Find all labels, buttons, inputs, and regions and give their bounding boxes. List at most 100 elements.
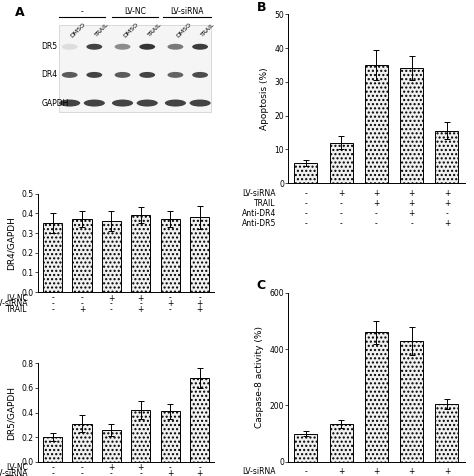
Text: TRAIL: TRAIL	[6, 475, 27, 476]
Ellipse shape	[190, 99, 210, 107]
Text: +: +	[338, 189, 344, 198]
Bar	[329, 143, 353, 183]
Text: -: -	[51, 463, 54, 472]
Bar	[400, 69, 423, 183]
Bar	[436, 131, 458, 183]
Text: +: +	[409, 189, 415, 198]
Text: -: -	[81, 8, 83, 17]
Text: +: +	[79, 305, 85, 314]
Text: +: +	[167, 299, 173, 308]
Text: DMSO: DMSO	[123, 21, 140, 39]
Text: -: -	[51, 469, 54, 476]
Bar	[161, 411, 180, 462]
Text: Anti-DR5: Anti-DR5	[242, 219, 276, 228]
Text: -: -	[169, 463, 172, 472]
Ellipse shape	[192, 44, 208, 50]
Bar	[329, 424, 353, 462]
Ellipse shape	[115, 44, 130, 50]
Text: +: +	[409, 199, 415, 208]
Text: -: -	[304, 467, 307, 476]
Text: -: -	[169, 294, 172, 303]
Text: -: -	[139, 299, 142, 308]
Bar	[102, 221, 121, 292]
Text: TRAIL: TRAIL	[6, 305, 27, 314]
Text: -: -	[304, 219, 307, 228]
Text: -: -	[304, 209, 307, 218]
Text: -: -	[51, 299, 54, 308]
Text: -: -	[304, 189, 307, 198]
Text: +: +	[373, 199, 380, 208]
Text: -: -	[198, 463, 201, 472]
Bar	[73, 219, 91, 292]
Ellipse shape	[115, 72, 130, 78]
Text: +: +	[373, 467, 380, 476]
Ellipse shape	[137, 99, 158, 107]
Text: +: +	[444, 199, 450, 208]
Text: TRAIL: TRAIL	[94, 21, 110, 37]
Y-axis label: DR4/GAPDH: DR4/GAPDH	[7, 216, 16, 270]
Bar	[43, 223, 62, 292]
FancyBboxPatch shape	[59, 25, 210, 112]
Text: +: +	[196, 305, 203, 314]
Y-axis label: Apoptosis (%): Apoptosis (%)	[260, 68, 269, 130]
Text: +: +	[137, 463, 144, 472]
Text: -: -	[110, 299, 113, 308]
Text: -: -	[81, 294, 83, 303]
Bar	[161, 219, 180, 292]
Text: -: -	[169, 305, 172, 314]
Text: +: +	[444, 219, 450, 228]
Text: +: +	[108, 294, 115, 303]
Bar	[365, 65, 388, 183]
Text: -: -	[198, 294, 201, 303]
Text: Anti-DR4: Anti-DR4	[242, 209, 276, 218]
Bar	[294, 163, 317, 183]
Ellipse shape	[62, 72, 78, 78]
Ellipse shape	[62, 44, 78, 50]
Ellipse shape	[139, 44, 155, 50]
Text: -: -	[110, 475, 113, 476]
Bar	[131, 410, 150, 462]
Text: LV-siRNA: LV-siRNA	[242, 467, 276, 476]
Text: +: +	[108, 463, 115, 472]
Bar	[73, 424, 91, 462]
Text: TRAIL: TRAIL	[147, 21, 163, 37]
Ellipse shape	[59, 99, 80, 107]
Text: -: -	[51, 305, 54, 314]
Text: LV-NC: LV-NC	[6, 294, 27, 303]
Bar	[294, 434, 317, 462]
Text: +: +	[444, 467, 450, 476]
Text: -: -	[375, 209, 378, 218]
Text: +: +	[373, 189, 380, 198]
Text: -: -	[375, 219, 378, 228]
Text: +: +	[79, 475, 85, 476]
Text: DMSO: DMSO	[175, 21, 192, 39]
Ellipse shape	[84, 99, 105, 107]
Text: GAPDH: GAPDH	[41, 99, 69, 108]
Text: C: C	[256, 279, 265, 292]
Text: -: -	[446, 209, 448, 218]
Bar	[131, 215, 150, 292]
Text: +: +	[137, 294, 144, 303]
Ellipse shape	[167, 44, 183, 50]
Text: -: -	[51, 475, 54, 476]
Text: +: +	[196, 299, 203, 308]
Text: -: -	[340, 209, 343, 218]
Text: -: -	[304, 199, 307, 208]
Ellipse shape	[165, 99, 186, 107]
Ellipse shape	[192, 72, 208, 78]
Bar	[190, 218, 209, 292]
Text: -: -	[169, 475, 172, 476]
Bar	[102, 430, 121, 462]
Text: -: -	[340, 199, 343, 208]
Ellipse shape	[112, 99, 133, 107]
Text: TRAIL: TRAIL	[255, 199, 276, 208]
Bar	[436, 404, 458, 462]
Bar	[190, 378, 209, 462]
Text: LV-siRNA: LV-siRNA	[0, 299, 27, 308]
Text: +: +	[137, 475, 144, 476]
Y-axis label: DR5/GAPDH: DR5/GAPDH	[7, 386, 16, 439]
Text: LV-siRNA: LV-siRNA	[170, 8, 204, 17]
Text: -: -	[81, 463, 83, 472]
Text: +: +	[137, 305, 144, 314]
Text: B: B	[256, 1, 266, 14]
